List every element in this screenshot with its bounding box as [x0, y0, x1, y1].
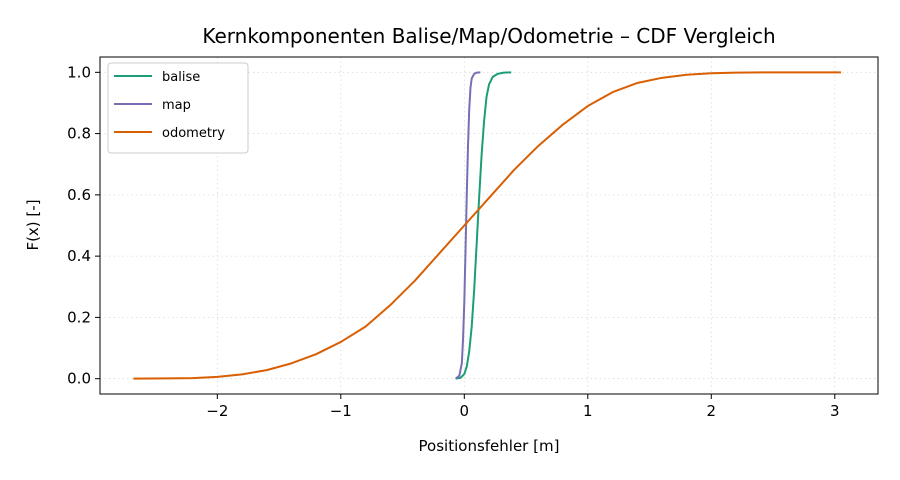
y-tick-label: 0.8: [67, 125, 91, 143]
y-tick-label: 1.0: [67, 63, 91, 81]
legend-box: [107, 62, 249, 154]
series-line-balise: [455, 71, 512, 380]
x-tick-label: 1: [583, 402, 593, 420]
y-tick-label: 0.0: [67, 370, 91, 388]
series-line-map: [455, 71, 481, 380]
series-line-odometry: [133, 71, 841, 380]
legend-label-odometry: odometry: [162, 126, 225, 141]
plot-frame: [99, 56, 879, 395]
x-tick-label: 0: [460, 402, 470, 420]
legend-label-balise: balise: [162, 70, 200, 85]
x-tick-label: −2: [206, 402, 228, 420]
x-tick-label: 2: [707, 402, 717, 420]
y-tick-label: 0.6: [67, 186, 91, 204]
y-axis-label: F(x) [-]: [24, 199, 42, 250]
x-tick-label: −1: [330, 402, 352, 420]
legend-label-map: map: [162, 98, 191, 113]
y-tick-label: 0.4: [67, 247, 91, 265]
y-tick-label: 0.2: [67, 308, 91, 326]
x-tick-label: 3: [830, 402, 840, 420]
axis-ticks: −2 −1 0 1 2 3 0.0 0.2 0.4 0.6 0.8 1.0: [67, 63, 839, 420]
series-lines: [133, 71, 841, 380]
legend: balise map odometry: [107, 62, 249, 154]
chart-title: Kernkomponenten Balise/Map/Odometrie – C…: [202, 24, 775, 48]
x-axis-label: Positionsfehler [m]: [419, 437, 560, 455]
